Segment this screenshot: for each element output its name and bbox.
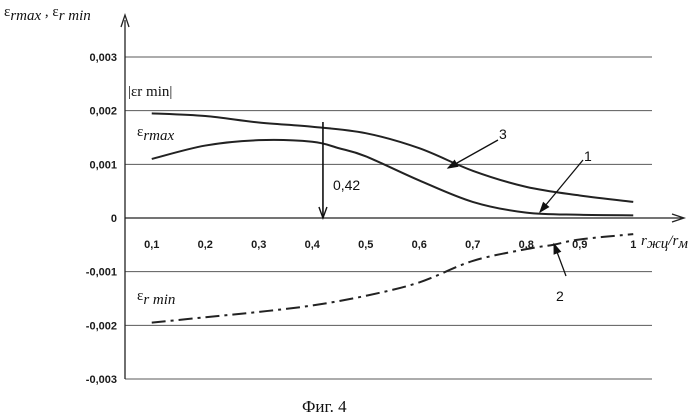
x-tick-label: 0,4	[305, 239, 321, 251]
curves	[151, 112, 634, 324]
y-tick-label: 0,002	[89, 106, 117, 118]
leader-1	[539, 159, 584, 213]
curve-epsilon-r-max	[151, 138, 634, 217]
curve-abs-epsilon-r-min	[151, 112, 634, 203]
label-abs-epsilon-r-min: |εr min|	[128, 84, 172, 100]
axes	[120, 12, 687, 379]
leader-3-head	[446, 159, 459, 169]
y-tick-label: 0,003	[89, 52, 117, 64]
y-axis-arrow	[120, 12, 130, 28]
x-tick-label: 0,2	[198, 239, 213, 251]
x-axis-arrow	[671, 213, 687, 223]
x-tick-label: 0,3	[251, 239, 266, 251]
vline-value-label: 0,42	[333, 177, 360, 193]
x-tick-label: 0,9	[572, 239, 587, 251]
y-tick-label: -0,001	[86, 267, 117, 279]
y-axis-title: εrmax , εr min	[4, 4, 91, 24]
leader-2-head	[553, 242, 562, 255]
y-tick-label: -0,003	[86, 374, 117, 386]
tick-labels: 0,003 0,002 0,001 0 -0,001 -0,002 -0,003 0,1 0,2…	[86, 52, 637, 386]
x-tick-label: 0,5	[358, 239, 373, 251]
annotations: 0,42 1 2 3	[333, 126, 592, 304]
label-epsilon-r-min: εr min	[137, 288, 175, 308]
curve-number-1: 1	[584, 148, 592, 164]
y-tick-label: 0,001	[89, 159, 117, 171]
curve-number-2: 2	[556, 288, 564, 304]
x-axis-title: rжц/rм	[641, 233, 688, 252]
x-tick-label: 0,1	[144, 239, 159, 251]
curve-number-3: 3	[499, 126, 507, 142]
figure-caption: Фиг. 4	[302, 397, 347, 416]
vline-marker-arrow	[318, 206, 328, 221]
grid-lines	[125, 56, 652, 380]
leader-1-head	[539, 201, 550, 214]
curve-epsilon-r-min	[151, 233, 634, 324]
y-tick-label: -0,002	[86, 320, 117, 332]
x-tick-label: 0,6	[412, 239, 427, 251]
label-epsilon-r-max: εrmax	[137, 124, 174, 144]
x-tick-label: 0,7	[465, 239, 480, 251]
x-tick-label: 1	[630, 239, 636, 251]
y-tick-label: 0	[111, 213, 117, 225]
